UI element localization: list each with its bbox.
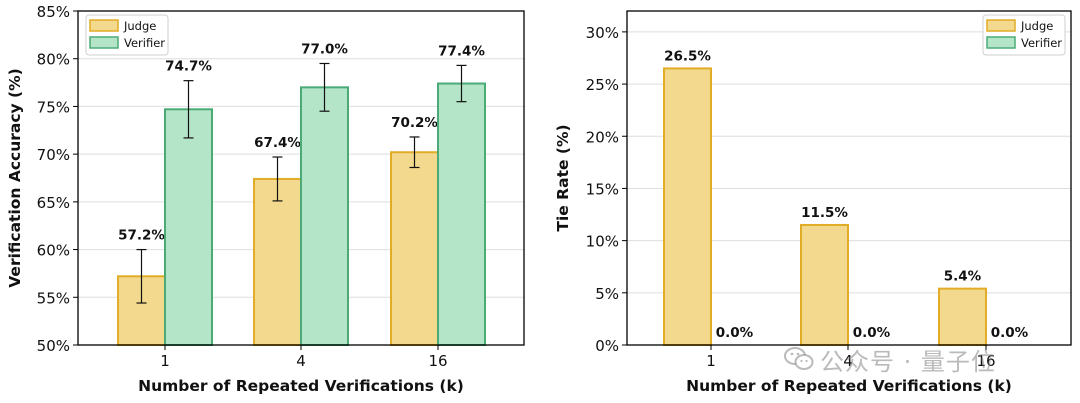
legend-swatch-verifier [89, 36, 119, 49]
data-label: 11.5% [801, 205, 848, 221]
y-tick-label: 0% [595, 337, 619, 355]
bar-judge-16 [938, 287, 987, 347]
y-tick-label: 25% [586, 76, 619, 94]
watermark: 公众号 · 量子位 [784, 342, 996, 376]
plot-frame [626, 10, 1072, 346]
y-tick-label: 70% [37, 146, 70, 164]
bar-judge-4 [800, 223, 849, 346]
legend-swatch-judge [986, 19, 1016, 32]
y-tick-label: 55% [37, 289, 70, 307]
wechat-logo-icon [784, 347, 814, 370]
y-tick-label: 10% [586, 233, 619, 251]
bar-judge-1 [663, 67, 712, 346]
legend-label-judge: Judge [1020, 19, 1053, 33]
y-tick-label: 75% [37, 98, 70, 116]
bar-judge-16 [390, 151, 439, 346]
x-axis-label: Number of Repeated Verifications (k) [138, 377, 464, 395]
legend-swatch-judge [89, 19, 119, 32]
data-label: 0.0% [716, 325, 754, 341]
data-label: 70.2% [391, 115, 438, 131]
data-label: 26.5% [664, 48, 711, 64]
x-tick-label: 1 [706, 352, 716, 370]
data-label: 57.2% [118, 228, 165, 244]
legend-label-verifier: Verifier [124, 36, 165, 50]
x-tick-label: 1 [160, 352, 170, 370]
bar-verifier-16 [437, 82, 486, 346]
legend-swatch-verifier [986, 36, 1016, 49]
data-label: 0.0% [991, 325, 1029, 341]
y-tick-label: 30% [586, 24, 619, 42]
data-label: 77.4% [438, 43, 485, 59]
y-tick-label: 20% [586, 128, 619, 146]
bar-verifier-4 [300, 86, 349, 346]
legend-label-verifier: Verifier [1021, 36, 1062, 50]
y-tick-label: 5% [595, 285, 619, 303]
data-label: 0.0% [853, 325, 891, 341]
x-tick-label: 4 [843, 352, 853, 370]
data-label: 77.0% [301, 41, 348, 57]
data-label: 5.4% [944, 269, 982, 285]
y-axis-label: Tie Rate (%) [554, 124, 572, 231]
x-tick-label: 16 [976, 352, 995, 370]
y-tick-label: 50% [37, 337, 70, 355]
chart-panel-1: 50% 55% 60% 65% 70% 75% 80% 85% 57.2% 67.4% 70.2% 7… [6, 3, 525, 395]
legend: Judge Verifier [85, 14, 169, 56]
chart-panel-2: 0% 5% 10% 15% 20% 25% 30% 26.5% 11.5% 5.4% 0.0% 0.0… [554, 10, 1072, 395]
x-tick-label: 16 [428, 352, 447, 370]
watermark-text: 公众号 · 量子位 [820, 347, 996, 376]
data-label: 74.7% [165, 59, 212, 75]
y-tick-label: 60% [37, 242, 70, 260]
y-tick-label: 65% [37, 194, 70, 212]
data-label: 67.4% [254, 135, 301, 151]
x-axis-label: Number of Repeated Verifications (k) [686, 377, 1012, 395]
bar-verifier-1 [164, 108, 213, 346]
y-axis-label: Verification Accuracy (%) [6, 68, 24, 287]
legend-label-judge: Judge [123, 19, 156, 33]
y-tick-label: 85% [37, 3, 70, 21]
y-tick-label: 15% [586, 180, 619, 198]
x-tick-label: 4 [296, 352, 306, 370]
bar-judge-4 [253, 177, 302, 346]
legend: Judge Verifier [982, 14, 1066, 56]
y-tick-label: 80% [37, 51, 70, 69]
plot-frame [77, 10, 525, 346]
